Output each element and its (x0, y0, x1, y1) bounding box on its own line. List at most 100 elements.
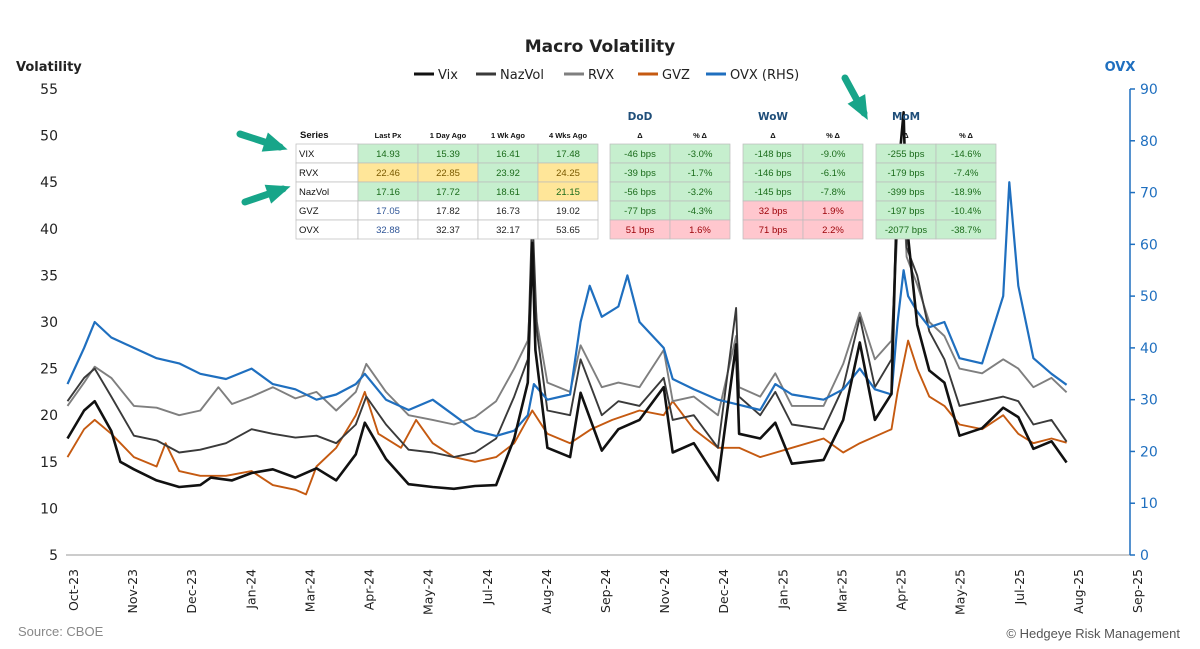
table-delta-value: -1.7% (688, 168, 713, 179)
arrow-vix-head (261, 132, 288, 152)
table-value: 14.93 (376, 149, 400, 160)
table-cell (802, 219, 864, 240)
y2-tick-label: 40 (1140, 341, 1158, 357)
x-tick-label: Oct-23 (66, 569, 81, 611)
table-delta-header: % Δ (959, 131, 973, 140)
x-tick-label: May-24 (421, 569, 436, 615)
y2-tick-label: 20 (1140, 444, 1158, 460)
y2-tick-label: 80 (1140, 134, 1158, 150)
table-delta-value: -9.0% (821, 149, 846, 160)
table-delta-value: -6.1% (821, 168, 846, 179)
table-delta-value: -39 bps (624, 168, 656, 179)
table-series-label: GVZ (299, 206, 319, 217)
table-delta-value: -4.3% (688, 206, 713, 217)
x-tick-label: May-25 (953, 569, 968, 615)
y-tick-label: 30 (40, 315, 58, 331)
table-series-label: VIX (299, 149, 315, 160)
table-header: 1 Day Ago (430, 131, 467, 140)
table-delta-value: -18.9% (951, 187, 982, 198)
table-value: 17.48 (556, 149, 580, 160)
y-tick-label: 40 (40, 222, 58, 238)
y-tick-label: 25 (40, 362, 58, 378)
legend-entry: Vix (438, 68, 458, 83)
table-delta-value: -145 bps (755, 187, 792, 198)
x-tick-label: Dec-23 (184, 569, 199, 614)
table-value: 24.25 (556, 168, 580, 179)
source-note: Source: CBOE (18, 624, 104, 639)
table-cell (935, 219, 997, 240)
table-delta-header: Δ (770, 131, 776, 140)
stats-table: Series Last Px 1 Day Ago 1 Wk Ago 4 Wks Ago D… (295, 111, 997, 240)
table-delta-value: 2.2% (822, 225, 844, 236)
x-tick-label: Mar-25 (834, 569, 849, 612)
y-axis-label: Volatility (16, 60, 82, 75)
table-header: 1 Wk Ago (491, 131, 525, 140)
y2-axis-label: OVX (1105, 60, 1136, 75)
table-cell (669, 219, 731, 240)
annotation-arrows (236, 74, 868, 206)
x-tick-label: Jan-24 (243, 569, 258, 610)
table-value: 17.72 (436, 187, 460, 198)
table-value: 23.92 (496, 168, 520, 179)
x-tick-label: Sep-24 (598, 569, 613, 613)
x-tick-label: Aug-25 (1071, 569, 1086, 614)
table-delta-value: 32 bps (759, 206, 788, 217)
table-value: 17.05 (376, 206, 400, 217)
table-delta-value: -255 bps (888, 149, 925, 160)
x-tick-label: Sep-25 (1130, 569, 1145, 613)
table-series-label: OVX (299, 225, 320, 236)
x-tick-label: Mar-24 (302, 569, 317, 612)
series-lines (66, 111, 1068, 496)
table-delta-value: -146 bps (755, 168, 792, 179)
table-delta-value: -14.6% (951, 149, 982, 160)
series-line-rvx (66, 190, 1068, 426)
x-ticks: Oct-23 Nov-23 Dec-23 Jan-24 Mar-24 Apr-24 May-… (66, 569, 1145, 615)
table-delta-value: 71 bps (759, 225, 788, 236)
table-group-header: MoM (892, 111, 920, 123)
table-delta-header: Δ (637, 131, 643, 140)
x-tick-label: Aug-24 (539, 569, 554, 614)
table-header: Last Px (375, 131, 403, 140)
table-value: 17.82 (436, 206, 460, 217)
legend-entry: OVX (RHS) (730, 68, 799, 83)
y2-tick-label: 30 (1140, 393, 1158, 409)
y2-tick-label: 90 (1140, 82, 1158, 98)
table-value: 32.88 (376, 225, 400, 236)
table-value: 32.17 (496, 225, 520, 236)
y2-tick-label: 50 (1140, 289, 1158, 305)
table-delta-header: % Δ (693, 131, 707, 140)
x-tick-label: Nov-24 (657, 569, 672, 614)
table-delta-value: -197 bps (888, 206, 925, 217)
x-tick-label: Nov-23 (125, 569, 140, 613)
y-ticks: 5 10 15 20 25 30 35 40 45 50 55 (40, 82, 58, 564)
table-group-header: DoD (628, 111, 653, 123)
table-value: 15.39 (436, 149, 460, 160)
arrow-nazvol-head (264, 184, 291, 204)
table-header: 4 Wks Ago (549, 131, 587, 140)
table-value: 21.15 (556, 187, 580, 198)
x-tick-label: Dec-24 (716, 569, 731, 614)
table-value: 19.02 (556, 206, 580, 217)
x-tick-label: Jul-25 (1012, 569, 1027, 606)
y2-ticks: 0 10 20 30 40 50 60 70 80 90 (1130, 82, 1158, 564)
table-delta-value: 51 bps (626, 225, 655, 236)
y2-tick-label: 0 (1140, 548, 1149, 564)
axes (66, 89, 1131, 556)
table-value: 32.37 (436, 225, 460, 236)
y2-tick-label: 10 (1140, 496, 1158, 512)
table-delta-value: -3.2% (688, 187, 713, 198)
series-line-gvz (66, 339, 1067, 496)
table-delta-header: Δ (903, 131, 909, 140)
legend: Vix NazVol RVX GVZ OVX (RHS) (414, 68, 799, 83)
y-tick-label: 5 (49, 548, 58, 564)
y2-tick-label: 60 (1140, 237, 1158, 253)
x-tick-label: Apr-25 (894, 569, 909, 610)
y-tick-label: 45 (40, 175, 58, 191)
y-tick-label: 20 (40, 408, 58, 424)
table-delta-value: 1.6% (689, 225, 711, 236)
table-delta-value: 1.9% (822, 206, 844, 217)
table-delta-value: -179 bps (888, 168, 925, 179)
y-tick-label: 55 (40, 82, 58, 98)
table-value: 16.41 (496, 149, 520, 160)
table-value: 17.16 (376, 187, 400, 198)
